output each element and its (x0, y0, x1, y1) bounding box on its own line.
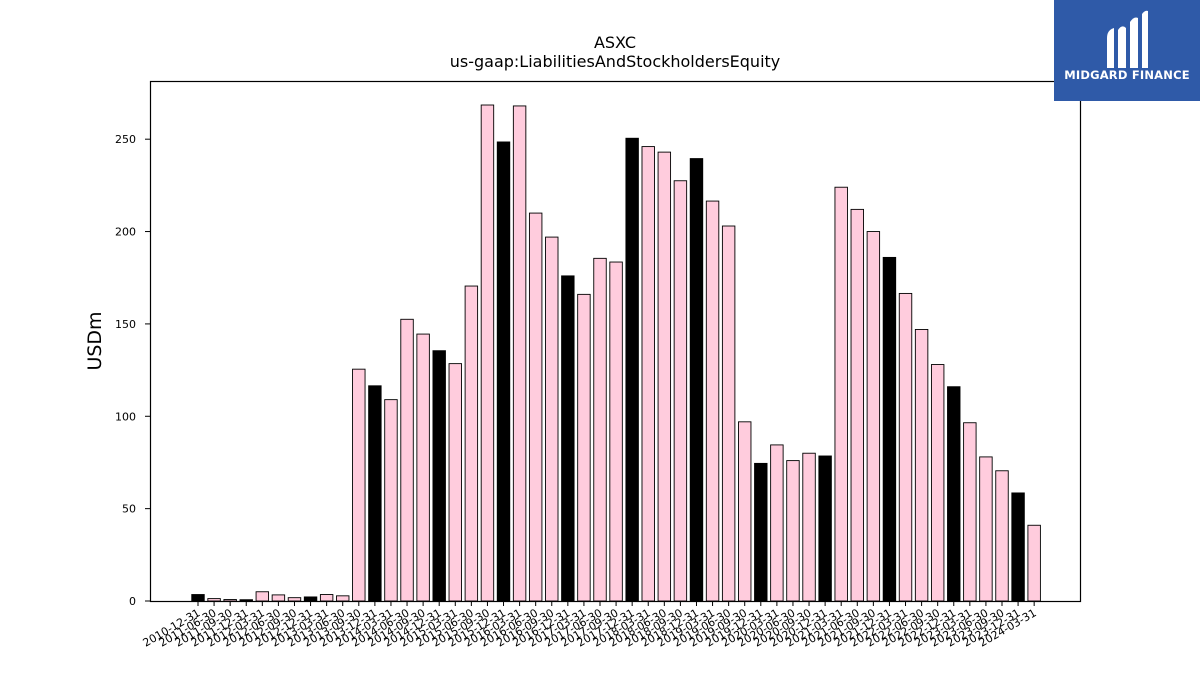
bar-2022-09-30 (930, 364, 945, 602)
bar-2010-12-31 (191, 594, 205, 602)
bar-2013-09-30 (352, 368, 366, 602)
y-tick-label: 200 (115, 226, 136, 239)
bar-2013-03-31 (319, 594, 334, 602)
bar-2018-12-31 (689, 158, 704, 602)
bar-2019-09-30 (738, 421, 752, 602)
x-axis: 2010-12-312011-06-302011-09-302011-12-31… (141, 601, 1039, 650)
bar-2014-09-30 (416, 333, 430, 602)
bar-2016-09-30 (545, 236, 559, 602)
bar-2017-03-31 (577, 293, 591, 602)
bar-2020-12-31 (818, 455, 832, 602)
bar-2021-06-30 (850, 208, 864, 602)
bar-2016-12-31 (561, 275, 575, 602)
y-axis-label: USDm (84, 311, 106, 370)
bar-2021-09-30 (866, 231, 881, 602)
bar-2019-06-30 (721, 225, 736, 602)
y-tick-label: 0 (129, 595, 136, 608)
bar-2012-06-30 (271, 594, 286, 602)
bar-2022-03-31 (898, 292, 913, 602)
bar-2013-06-30 (336, 595, 350, 602)
bar-2015-03-31 (448, 363, 462, 602)
bar-2023-12-31 (1011, 492, 1025, 602)
y-tick-label: 150 (115, 318, 136, 331)
chart-title: ASXC (593, 33, 637, 52)
bar-2014-12-31 (432, 350, 446, 602)
bar-2018-09-30 (673, 180, 688, 602)
bars-group (191, 104, 1041, 602)
bar-2020-09-30 (802, 452, 816, 602)
bar-2020-06-30 (786, 460, 800, 602)
bar-2019-03-31 (705, 200, 720, 602)
bar-2022-06-30 (914, 329, 929, 602)
bar-2012-12-31 (303, 596, 318, 602)
logo-text: MIDGARD FINANCE (1064, 68, 1190, 82)
bar-2015-12-31 (496, 141, 511, 602)
logo-mark-icon (1107, 10, 1148, 68)
bar-2011-06-30 (207, 598, 221, 602)
bar-2021-12-31 (882, 256, 897, 602)
y-tick-label: 250 (115, 133, 136, 146)
plot-frame (149, 80, 1082, 603)
bar-2012-09-30 (287, 597, 302, 602)
bar-2014-06-30 (400, 318, 414, 602)
bar-2020-03-31 (770, 444, 784, 602)
bar-2024-03-31 (1027, 524, 1041, 602)
bar-2018-03-31 (641, 146, 655, 602)
bar-2019-12-31 (754, 462, 768, 602)
bar-2023-03-31 (963, 422, 977, 602)
y-axis: 0 50 100 150 200 250 (115, 133, 150, 608)
chart-titles: ASXC us-gaap:LiabilitiesAndStockholdersE… (150, 33, 1080, 71)
bar-2015-09-30 (480, 104, 495, 602)
midgard-finance-logo: MIDGARD FINANCE (1054, 0, 1200, 101)
bar-2017-09-30 (609, 261, 623, 602)
bar-2022-12-31 (947, 386, 961, 602)
chart-subtitle: us-gaap:LiabilitiesAndStockholdersEquity (449, 52, 781, 71)
bar-2021-03-31 (834, 186, 848, 602)
bar-2016-06-30 (528, 212, 543, 602)
bar-2014-03-31 (384, 399, 398, 602)
bar-2011-09-30 (223, 599, 237, 602)
bar-2017-06-30 (593, 257, 607, 602)
bar-2023-06-30 (979, 456, 993, 602)
bar-2017-12-31 (625, 137, 639, 602)
bar-2013-12-31 (368, 385, 382, 602)
y-tick-label: 100 (115, 410, 136, 423)
bar-2023-09-30 (995, 470, 1009, 602)
bar-2012-03-31 (255, 591, 270, 602)
bar-2011-12-31 (239, 599, 253, 602)
y-tick-label: 50 (122, 503, 136, 516)
bar-2016-03-31 (512, 105, 527, 602)
bar-2018-06-30 (657, 151, 672, 602)
bar-2015-06-30 (464, 285, 479, 602)
